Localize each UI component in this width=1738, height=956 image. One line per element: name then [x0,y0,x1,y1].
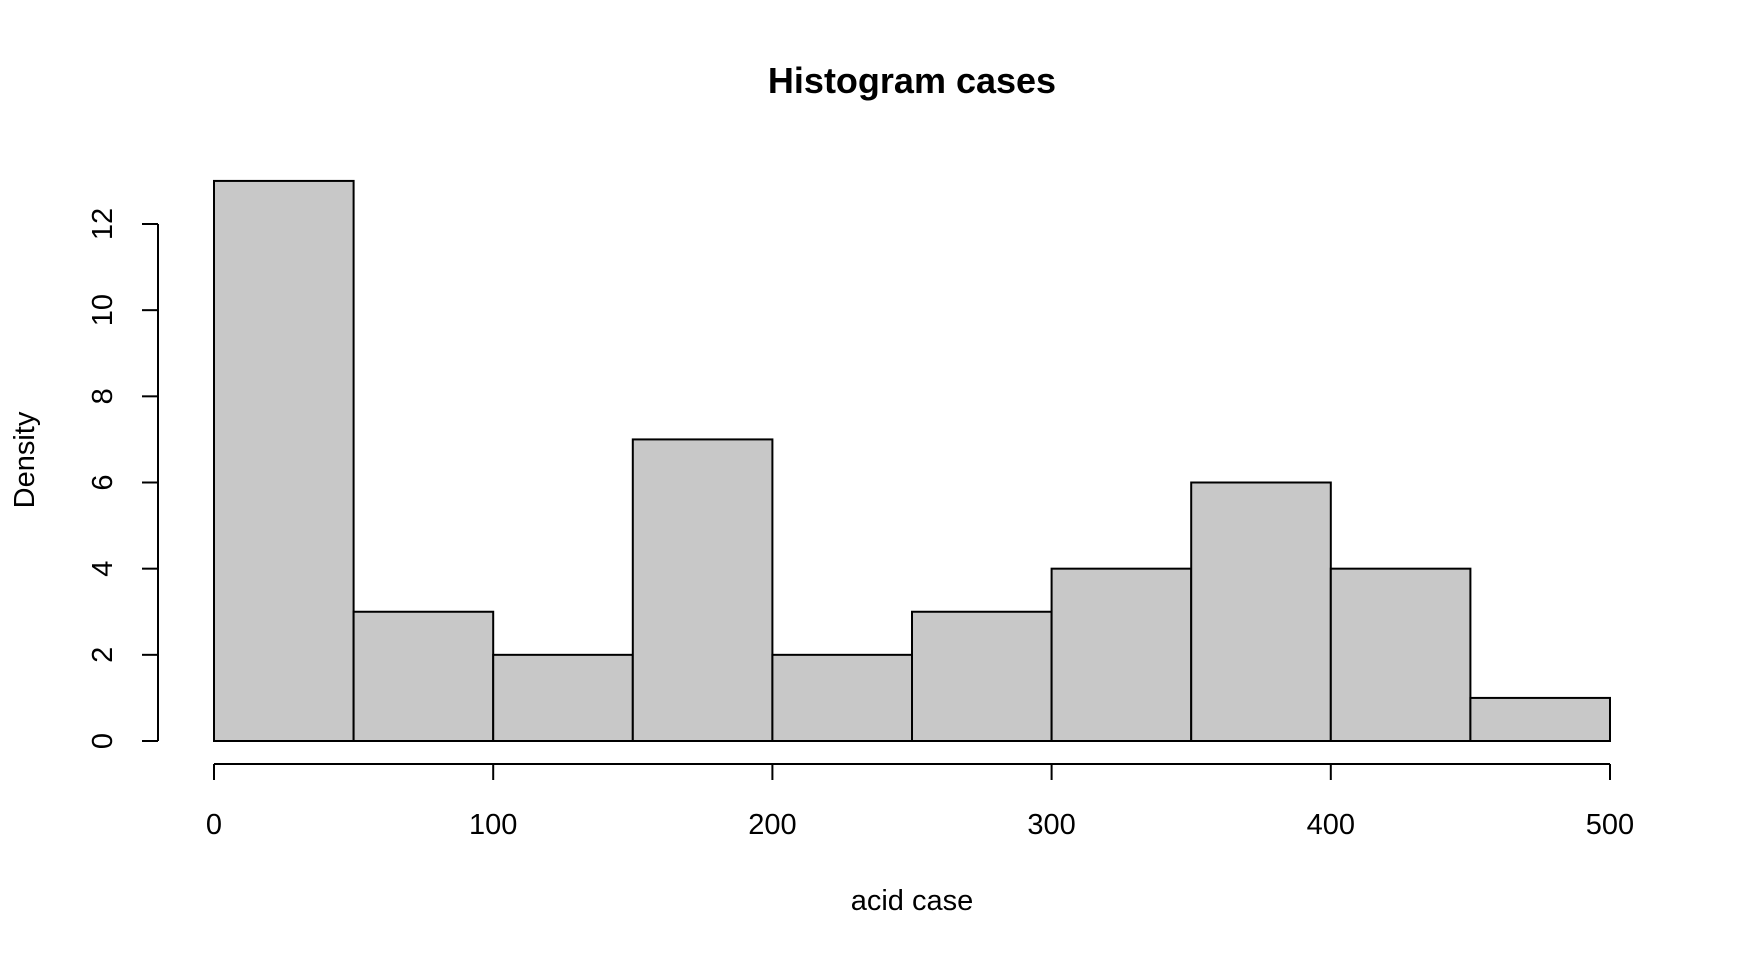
y-tick-label-5: 10 [87,294,119,326]
histogram-bar-7 [1190,481,1332,742]
histogram-bar-6 [1050,567,1193,743]
x-tick-label-4: 400 [1307,809,1355,841]
histogram-bar-5 [911,610,1053,742]
chart-title: Histogram cases [768,60,1056,101]
x-axis: 0 100 200 300 400 500 [206,763,1634,841]
x-tick-label-2: 200 [748,809,796,841]
histogram-bar-8 [1329,567,1472,743]
x-tick-label-0: 0 [206,809,222,841]
histogram-bar-2 [492,653,634,742]
x-tick-label-5: 500 [1586,809,1634,841]
histogram-bar-3 [631,438,774,742]
histogram-bar-4 [771,653,914,742]
x-axis-label: acid case [851,885,974,917]
y-tick-label-4: 8 [87,388,119,404]
y-tick-label-2: 4 [87,561,119,577]
histogram-bar-1 [352,610,495,742]
histogram-bar-0 [213,179,355,742]
y-tick-label-0: 0 [87,733,119,749]
y-axis: 0 2 4 6 8 10 12 [87,208,159,749]
y-tick-label-1: 2 [87,647,119,663]
y-axis-label: Density [9,411,41,508]
y-tick-label-6: 12 [87,208,119,240]
bars-group [213,179,1612,743]
x-tick-label-3: 300 [1027,809,1075,841]
x-tick-label-1: 100 [469,809,517,841]
y-tick-label-3: 6 [87,474,119,490]
histogram-bar-9 [1469,696,1612,743]
